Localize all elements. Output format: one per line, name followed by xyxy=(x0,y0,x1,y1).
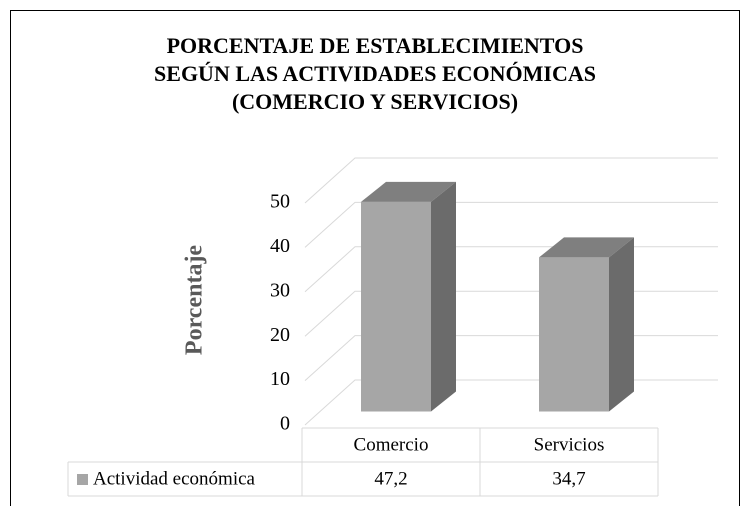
y-tick-label: 10 xyxy=(270,368,290,390)
table-value: 34,7 xyxy=(552,468,585,489)
chart-title: SEGÚN LAS ACTIVIDADES ECONÓMICAS xyxy=(154,61,596,86)
y-tick-label: 20 xyxy=(270,324,290,346)
legend-key xyxy=(77,474,88,485)
bar-side xyxy=(431,181,456,412)
chart-title: PORCENTAJE DE ESTABLECIMIENTOS xyxy=(167,33,584,58)
legend-label: Actividad económica xyxy=(93,468,256,489)
chart-title: (COMERCIO Y SERVICIOS) xyxy=(232,89,518,114)
grid-line xyxy=(304,157,718,204)
y-tick-label: 0 xyxy=(280,413,290,435)
x-tick-label: Comercio xyxy=(354,434,429,455)
y-tick-label: 40 xyxy=(270,235,290,257)
table-value: 47,2 xyxy=(374,468,407,489)
bar-top xyxy=(361,181,456,202)
y-tick-label: 50 xyxy=(270,191,290,213)
bar-front xyxy=(539,257,609,412)
y-tick-label: 30 xyxy=(270,279,290,301)
bar-top xyxy=(539,237,634,258)
x-tick-label: Servicios xyxy=(534,434,605,455)
grid-line xyxy=(304,201,718,248)
y-axis-label: Porcentaje xyxy=(182,245,208,356)
bar-front xyxy=(361,201,431,412)
bar-side xyxy=(609,237,634,412)
